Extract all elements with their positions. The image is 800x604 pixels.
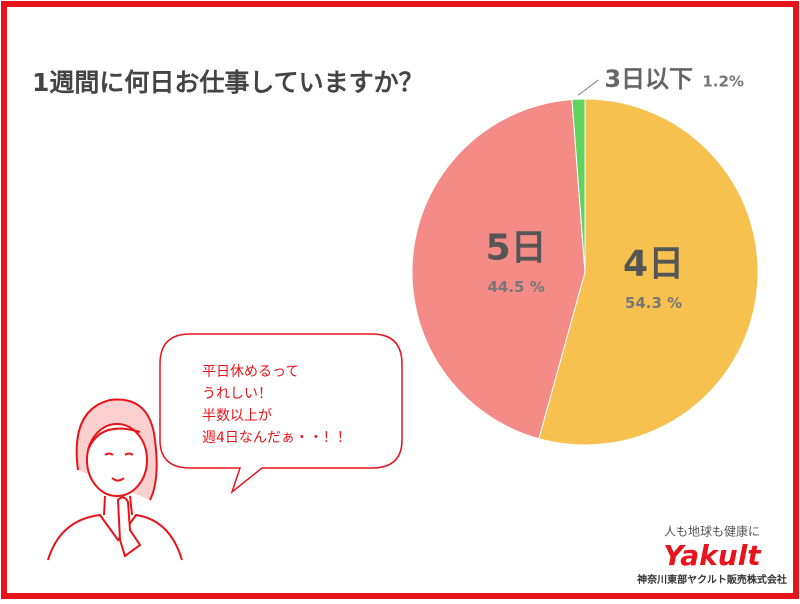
bubble-line: 平日休めるって (202, 364, 299, 380)
value-label: 1.2% (702, 73, 744, 91)
value-label: 54.3 % (625, 294, 682, 312)
chart-title: 1週間に何日お仕事していますか？ (32, 68, 424, 97)
leader-line (578, 79, 599, 96)
logo-brand: Yakult (663, 539, 762, 572)
speech-bubble (159, 333, 403, 495)
category-label: 5日 (486, 227, 547, 268)
category-label: 4日 (623, 243, 684, 284)
bubble-line: うれしい！ (202, 386, 272, 402)
woman-illustration (47, 398, 183, 561)
bubble-line: 週4日なんだぁ・・！！ (202, 430, 351, 446)
bubble-line: 半数以上が (202, 408, 272, 424)
logo-tagline: 人も地球も健康に (664, 524, 760, 539)
pie: 4日 54.3 % 5日 44.5 % 3日以下 1.2% (411, 65, 759, 446)
bubble-text: 平日休めるって うれしい！ 半数以上が 週4日なんだぁ・・！！ (202, 364, 351, 446)
pie-slice (538, 98, 759, 446)
logo-company: 神奈川東部ヤクルト販売株式会社 (637, 573, 787, 586)
pie-slice (411, 98, 586, 440)
value-label: 44.5 % (487, 278, 544, 296)
pie-slice (571, 98, 586, 273)
category-label: 3日以下 (604, 65, 693, 93)
